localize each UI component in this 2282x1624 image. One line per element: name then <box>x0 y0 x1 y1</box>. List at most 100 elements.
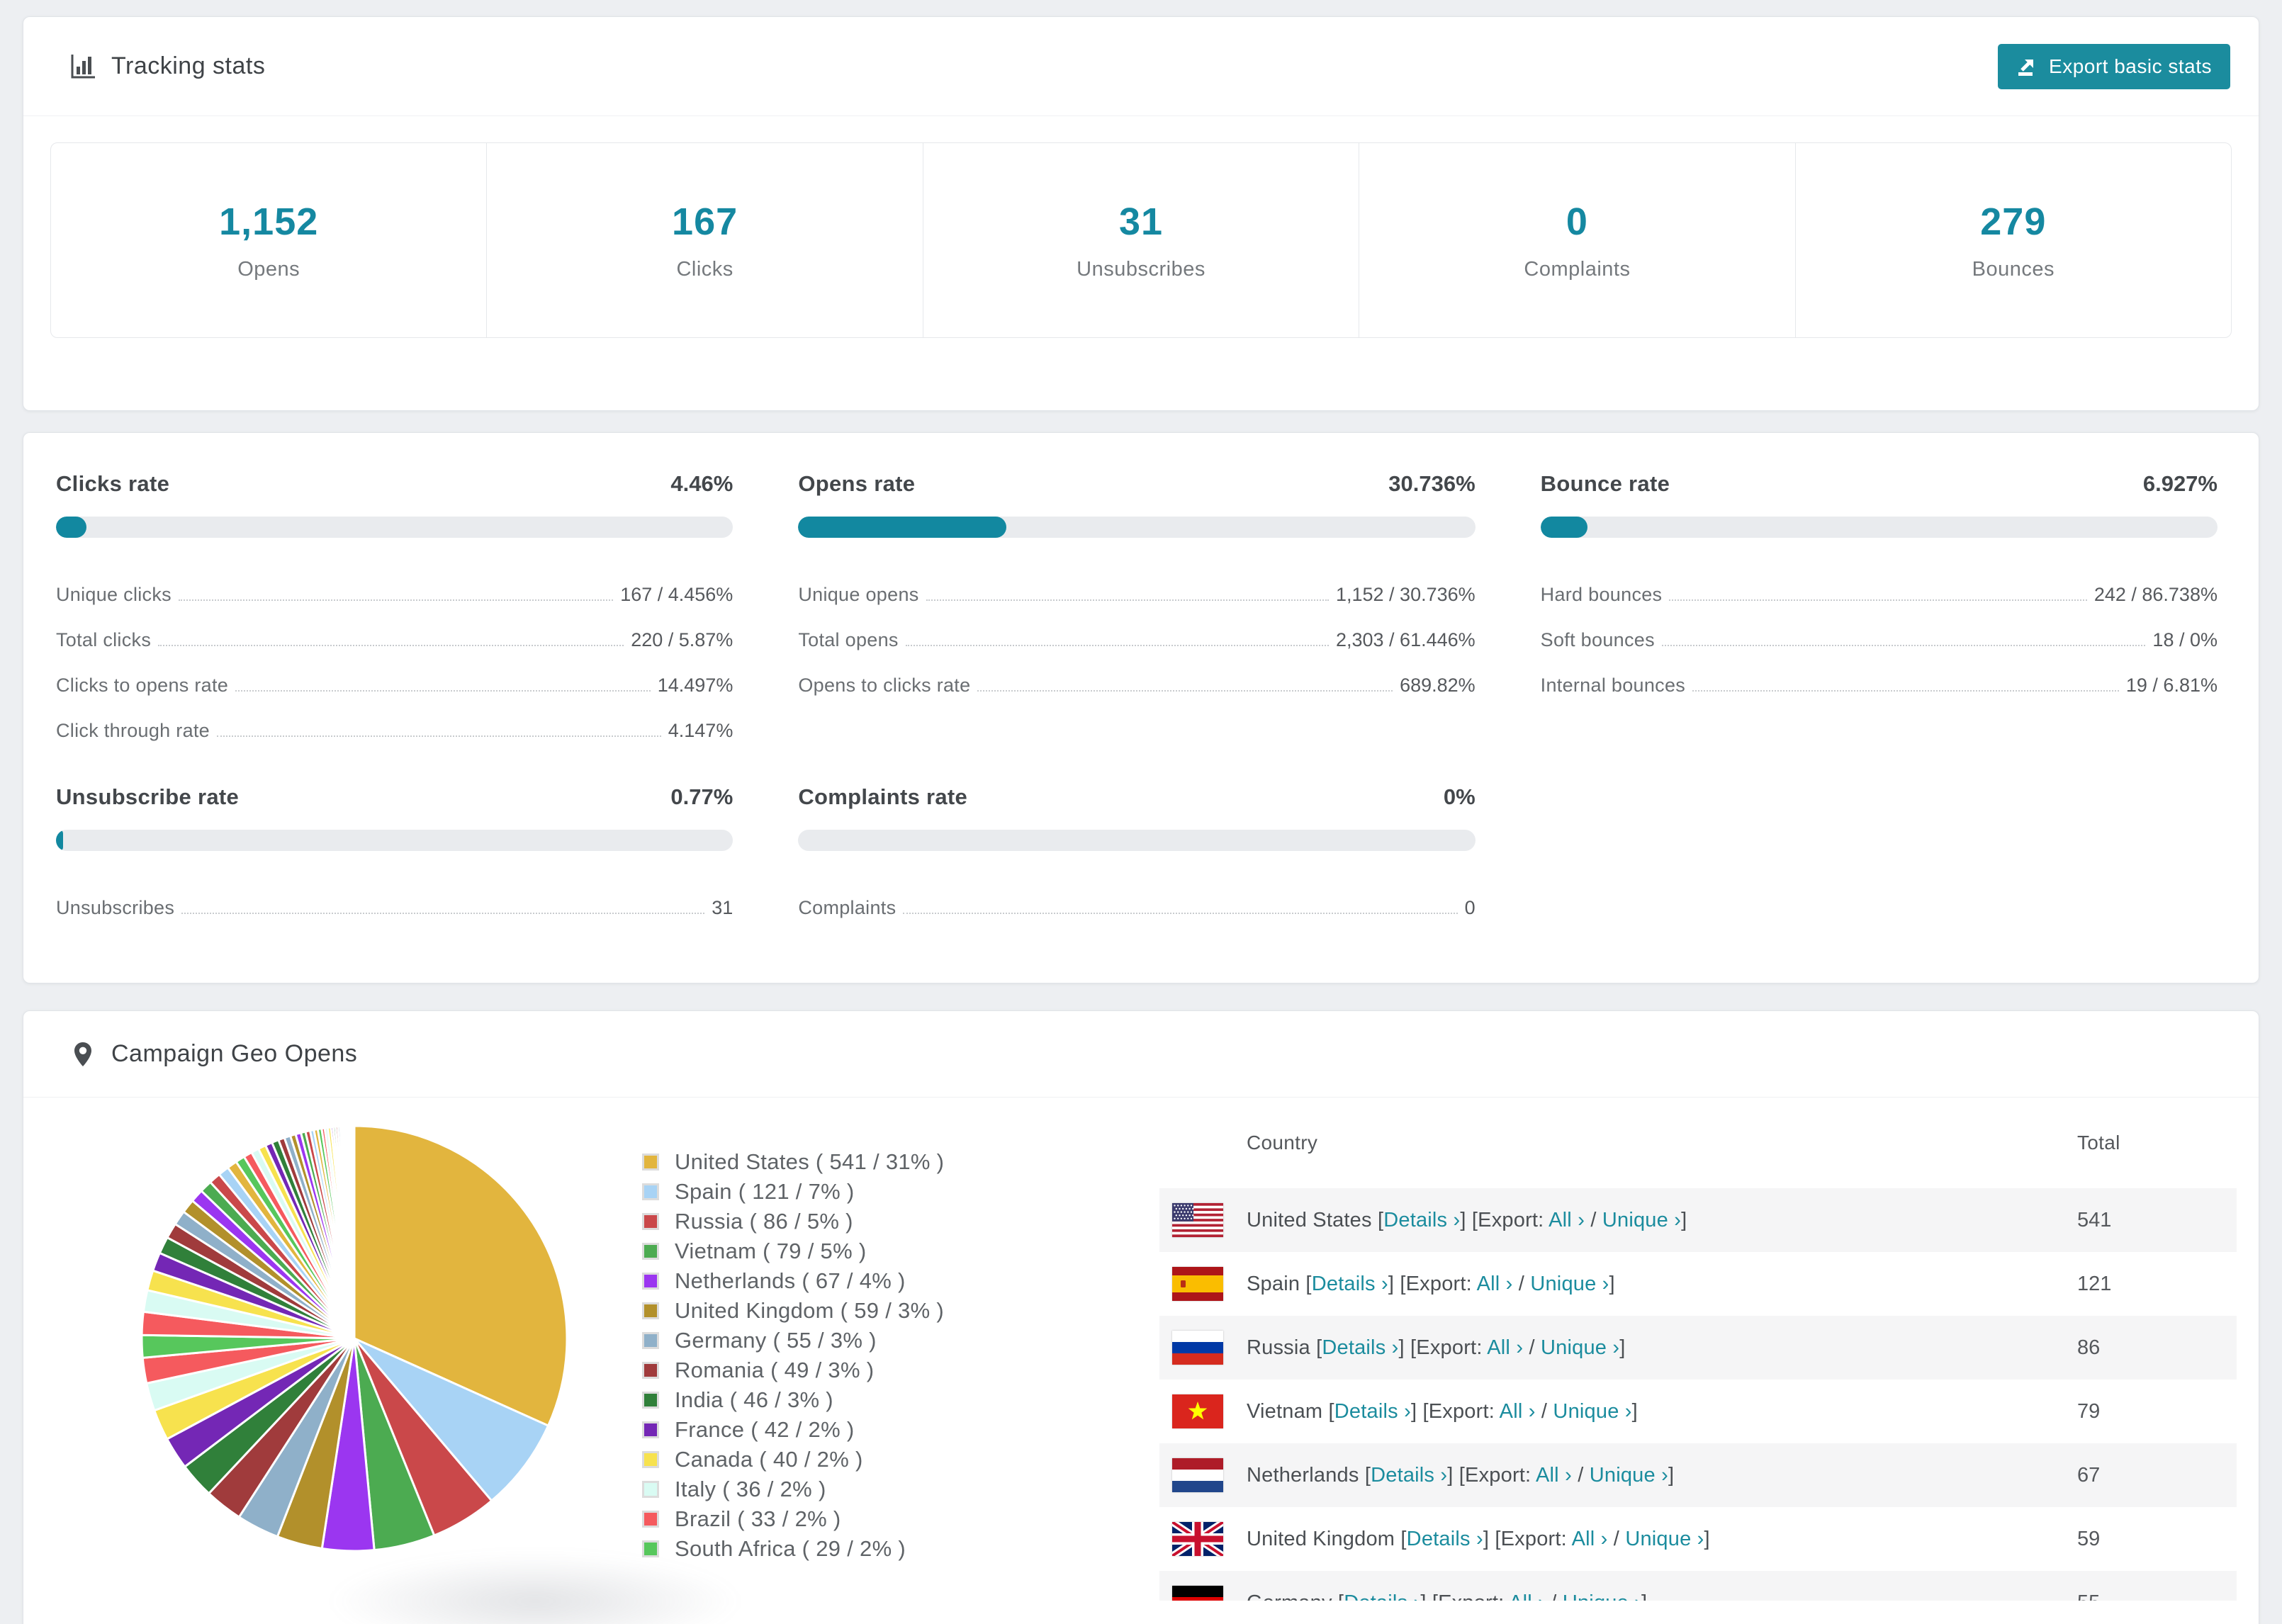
details-link[interactable]: Details › <box>1322 1336 1399 1359</box>
legend-item[interactable]: Canada ( 40 / 2% ) <box>642 1445 1096 1474</box>
rate-detail-value: 689.82% <box>1400 675 1476 696</box>
legend-label: India ( 46 / 3% ) <box>675 1387 833 1412</box>
table-row-us: United States [Details ›] [Export: All ›… <box>1159 1188 2237 1252</box>
export-prefix: [Export: <box>1432 1591 1505 1601</box>
details-link[interactable]: Details › <box>1334 1399 1411 1423</box>
country-name: Germany <box>1247 1591 1332 1601</box>
legend-label: Canada ( 40 / 2% ) <box>675 1447 863 1472</box>
stat-complaints: 0 Complaints <box>1359 143 1794 337</box>
rate-section-header: Unsubscribe rate 0.77% <box>56 784 733 810</box>
legend-label: Italy ( 36 / 2% ) <box>675 1477 826 1501</box>
legend-item[interactable]: Romania ( 49 / 3% ) <box>642 1355 1096 1385</box>
legend-item[interactable]: Brazil ( 33 / 2% ) <box>642 1504 1096 1534</box>
export-unique-link[interactable]: Unique › <box>1589 1463 1668 1487</box>
rate-detail-label: Clicks to opens rate <box>56 675 229 696</box>
country-name: United Kingdom <box>1247 1527 1395 1550</box>
rate-detail-rows: Unsubscribes 31 <box>56 875 733 920</box>
export-unique-link[interactable]: Unique › <box>1553 1399 1632 1423</box>
legend-item[interactable]: Germany ( 55 / 3% ) <box>642 1326 1096 1355</box>
rates-card: Clicks rate 4.46% Unique clicks 167 / 4.… <box>23 432 2259 983</box>
rate-section-bounce-rate: Bounce rate 6.927% Hard bounces 242 / 86… <box>1540 471 2218 743</box>
legend-item[interactable]: France ( 42 / 2% ) <box>642 1415 1096 1445</box>
details-link[interactable]: Details › <box>1383 1208 1461 1231</box>
geo-card-header: Campaign Geo Opens <box>23 1011 2259 1098</box>
stat-label: Unsubscribes <box>1077 257 1205 281</box>
rate-detail-label: Complaints <box>798 897 896 918</box>
export-all-link[interactable]: All › <box>1535 1463 1572 1487</box>
rate-detail-value: 242 / 86.738% <box>2093 584 2218 605</box>
legend-item[interactable]: United Kingdom ( 59 / 3% ) <box>642 1296 1096 1326</box>
rate-section-header: Clicks rate 4.46% <box>56 471 733 497</box>
campaign-geo-opens-card: Campaign Geo Opens United States ( 541 /… <box>23 1010 2259 1624</box>
pie-slice[interactable] <box>353 1124 568 1427</box>
total-value: 55 <box>2077 1591 2237 1601</box>
link-separator: / <box>1613 1527 1620 1550</box>
export-all-link[interactable]: All › <box>1548 1208 1585 1231</box>
rate-detail-value: 0 <box>1464 897 1476 918</box>
export-all-link[interactable]: All › <box>1476 1272 1513 1295</box>
stat-value: 0 <box>1566 200 1588 243</box>
legend-swatch-icon <box>642 1540 659 1557</box>
rate-detail-label: Total clicks <box>56 629 152 650</box>
total-value: 121 <box>2077 1272 2112 1295</box>
rate-detail-label: Total opens <box>798 629 899 650</box>
legend-item[interactable]: Russia ( 86 / 5% ) <box>642 1207 1096 1236</box>
rate-section-clicks-rate: Clicks rate 4.46% Unique clicks 167 / 4.… <box>56 471 734 743</box>
legend-label: United Kingdom ( 59 / 3% ) <box>675 1298 944 1323</box>
details-link[interactable]: Details › <box>1406 1527 1483 1550</box>
flag-es-icon <box>1172 1267 1223 1301</box>
export-basic-stats-button[interactable]: Export basic stats <box>1998 43 2230 89</box>
export-all-link[interactable]: All › <box>1499 1399 1536 1423</box>
rate-detail-row: Total opens 2,303 / 61.446% <box>798 607 1475 653</box>
export-all-link[interactable]: All › <box>1571 1527 1608 1550</box>
rate-section-complaints-rate: Complaints rate 0% Complaints 0 <box>798 784 1476 920</box>
total-value: 541 <box>2077 1208 2112 1231</box>
legend-swatch-icon <box>642 1183 659 1200</box>
rate-detail-label: Opens to clicks rate <box>798 675 971 696</box>
legend-swatch-icon <box>642 1154 659 1171</box>
export-all-link[interactable]: All › <box>1509 1591 1545 1601</box>
dotted-leader <box>905 645 1329 646</box>
geo-table-body: United States [Details ›] [Export: All ›… <box>1159 1188 2237 1601</box>
pie-slice[interactable] <box>353 1337 550 1502</box>
export-unique-link[interactable]: Unique › <box>1541 1336 1620 1359</box>
rate-detail-label: Hard bounces <box>1540 584 1663 605</box>
export-unique-link[interactable]: Unique › <box>1625 1527 1704 1550</box>
dotted-leader <box>235 690 651 692</box>
table-row-vn: Vietnam [Details ›] [Export: All › / Uni… <box>1159 1380 2237 1443</box>
total-column-header: Total <box>2077 1132 2120 1154</box>
export-unique-link[interactable]: Unique › <box>1602 1208 1682 1231</box>
rate-title: Opens rate <box>798 471 916 496</box>
legend-label: Romania ( 49 / 3% ) <box>675 1358 875 1382</box>
country-cell: United Kingdom [Details ›] [Export: All … <box>1247 1527 1710 1550</box>
legend-item[interactable]: Spain ( 121 / 7% ) <box>642 1177 1096 1207</box>
export-all-link[interactable]: All › <box>1487 1336 1524 1359</box>
legend-label: Brazil ( 33 / 2% ) <box>675 1506 841 1531</box>
table-row-ru: Russia [Details ›] [Export: All › / Uniq… <box>1159 1316 2237 1380</box>
stat-value: 31 <box>1118 200 1164 243</box>
country-name: Spain <box>1247 1272 1300 1295</box>
legend-item[interactable]: United States ( 541 / 31% ) <box>642 1147 1096 1177</box>
geo-table-header: Country Total <box>1159 1098 2237 1188</box>
flag-us-icon <box>1172 1203 1223 1237</box>
legend-item[interactable]: Italy ( 36 / 2% ) <box>642 1474 1096 1504</box>
legend-item[interactable]: Vietnam ( 79 / 5% ) <box>642 1236 1096 1266</box>
stats-summary-row: 1,152 Opens 167 Clicks 31 Unsubscribes 0 Compla… <box>50 142 2232 338</box>
legend-item[interactable]: South Africa ( 29 / 2% ) <box>642 1534 1096 1564</box>
rate-detail-rows: Complaints 0 <box>798 875 1475 920</box>
stat-value: 1,152 <box>219 200 319 243</box>
country-name: United States <box>1247 1208 1372 1231</box>
rate-detail-row: Internal bounces 19 / 6.81% <box>1541 653 2218 698</box>
rate-detail-value: 2,303 / 61.446% <box>1335 629 1476 650</box>
dotted-leader <box>217 735 661 737</box>
details-link[interactable]: Details › <box>1344 1591 1420 1601</box>
rate-detail-rows: Unique opens 1,152 / 30.736% Total opens… <box>798 562 1475 698</box>
rate-progress-fill <box>56 830 63 851</box>
details-link[interactable]: Details › <box>1311 1272 1388 1295</box>
export-unique-link[interactable]: Unique › <box>1563 1591 1641 1601</box>
export-unique-link[interactable]: Unique › <box>1530 1272 1609 1295</box>
details-link[interactable]: Details › <box>1371 1463 1448 1487</box>
legend-item[interactable]: Netherlands ( 67 / 4% ) <box>642 1266 1096 1296</box>
legend-item[interactable]: India ( 46 / 3% ) <box>642 1385 1096 1415</box>
link-separator: / <box>1578 1463 1584 1487</box>
